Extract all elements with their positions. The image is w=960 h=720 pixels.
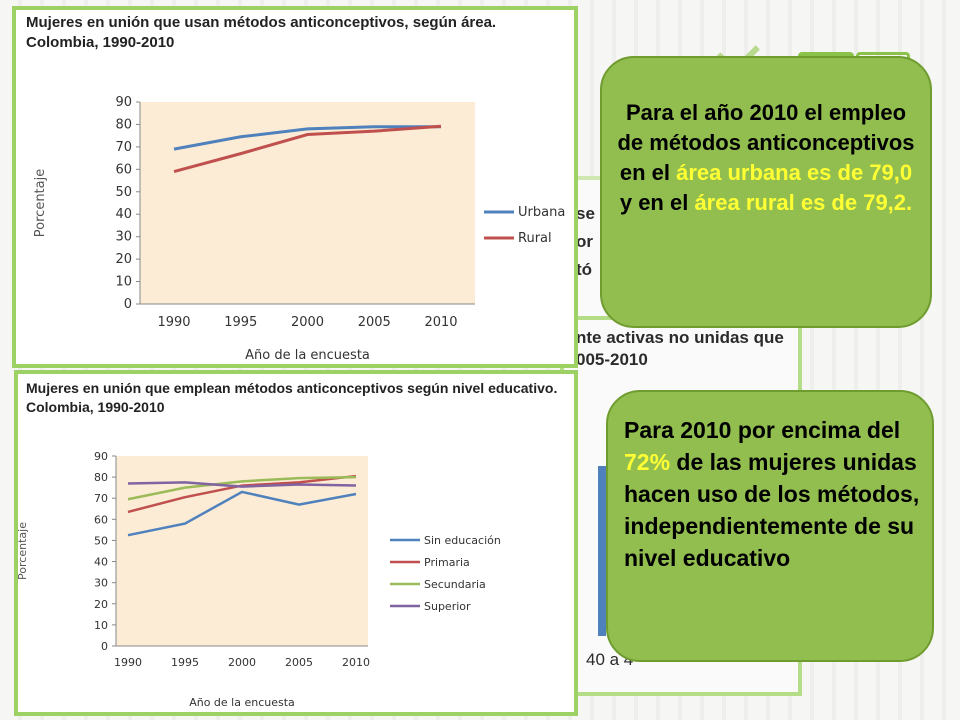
x-tick-label: 1990 (157, 315, 190, 330)
y-tick-label: 0 (101, 640, 108, 653)
callout-highlight: área rural es de 79,2. (694, 190, 913, 215)
legend-label: Sin educación (424, 534, 501, 547)
x-tick-label: 2010 (342, 656, 370, 669)
x-tick-label: 2000 (291, 315, 324, 330)
line-chart-area: 0 10 20 30 40 50 60 70 80 90 1990 1995 2000 2005 2010 A… (33, 95, 565, 363)
line-chart-education: 0 10 20 30 40 50 60 70 80 90 1990 1995 2000 2005 2010 A… (18, 450, 501, 709)
y-tick-label: 50 (115, 185, 132, 200)
y-axis-title: Porcentaje (33, 169, 48, 237)
legend-label: Superior (424, 600, 471, 613)
y-tick-label: 60 (115, 162, 132, 177)
y-tick-label: 90 (94, 450, 108, 463)
x-tick-label: 1990 (114, 656, 142, 669)
y-tick-label: 20 (94, 598, 108, 611)
y-tick-label: 30 (115, 230, 132, 245)
y-tick-label: 10 (94, 619, 108, 632)
chart-panel-education: Mujeres en unión que emplean métodos ant… (14, 370, 578, 716)
plot-area (140, 102, 475, 304)
callout-text: y en el (619, 190, 695, 215)
background-text: tó (576, 260, 593, 279)
x-axis-title: Año de la encuesta (245, 348, 370, 363)
series-line-rural (173, 124, 442, 174)
x-tick-label: 1995 (171, 656, 199, 669)
background-text: 005-2010 (576, 350, 648, 369)
y-tick-label: 40 (115, 207, 132, 222)
y-tick-label: 10 (115, 275, 132, 290)
y-tick-label: 80 (94, 471, 108, 484)
background-text: or (576, 232, 593, 251)
x-tick-label: 2010 (424, 315, 457, 330)
legend-label: Rural (518, 231, 552, 246)
chart-title: Mujeres en unión que emplean métodos ant… (26, 380, 558, 396)
callout-highlight: área urbana es de 79,0 (676, 160, 913, 185)
y-tick-label: 40 (94, 556, 108, 569)
chart-title: Mujeres en unión que usan métodos antico… (26, 14, 497, 31)
background-text: nte activas no unidas que (576, 328, 784, 347)
series-line-sin-educación (127, 490, 357, 537)
callout-highlight: 72% (624, 449, 671, 475)
y-tick-label: 80 (115, 117, 132, 132)
y-tick-label: 60 (94, 513, 108, 526)
y-axis-title: Porcentaje (18, 522, 29, 580)
legend-label: Primaria (424, 556, 470, 569)
y-tick-label: 70 (115, 140, 132, 155)
x-axis-title: Año de la encuesta (189, 696, 295, 709)
y-tick-label: 70 (94, 492, 108, 505)
callout-education: Para 2010 por encima del 72% de las muje… (606, 390, 934, 662)
chart-panel-area: Mujeres en unión que usan métodos antico… (12, 6, 578, 368)
y-tick-label: 0 (124, 297, 132, 312)
legend-label: Secundaria (424, 578, 486, 591)
callout-urban-rural: Para el año 2010 el empleo de métodos an… (600, 56, 932, 328)
y-tick-label: 30 (94, 577, 108, 590)
series-line-superior (127, 481, 357, 488)
series-line-urbana (173, 125, 441, 151)
chart-subtitle: Colombia, 1990-2010 (26, 34, 175, 51)
y-tick-label: 90 (115, 95, 132, 110)
chart-subtitle: Colombia, 1990-2010 (26, 399, 165, 415)
x-tick-label: 2000 (228, 656, 256, 669)
callout-text: Para el año 2010 el empleo de métodos an… (617, 100, 915, 185)
callout-text: Para 2010 por encima del (624, 417, 901, 443)
legend-label: Urbana (518, 205, 565, 220)
x-tick-label: 2005 (285, 656, 313, 669)
y-tick-label: 20 (115, 252, 132, 267)
series-line-secundaria (127, 475, 357, 501)
x-tick-label: 2005 (358, 315, 391, 330)
y-tick-label: 50 (94, 534, 108, 547)
x-tick-label: 1995 (224, 315, 257, 330)
background-text: se (576, 204, 595, 223)
callout-text: de las mujeres unidas hacen uso de los m… (624, 449, 920, 571)
background-bar (598, 466, 606, 636)
